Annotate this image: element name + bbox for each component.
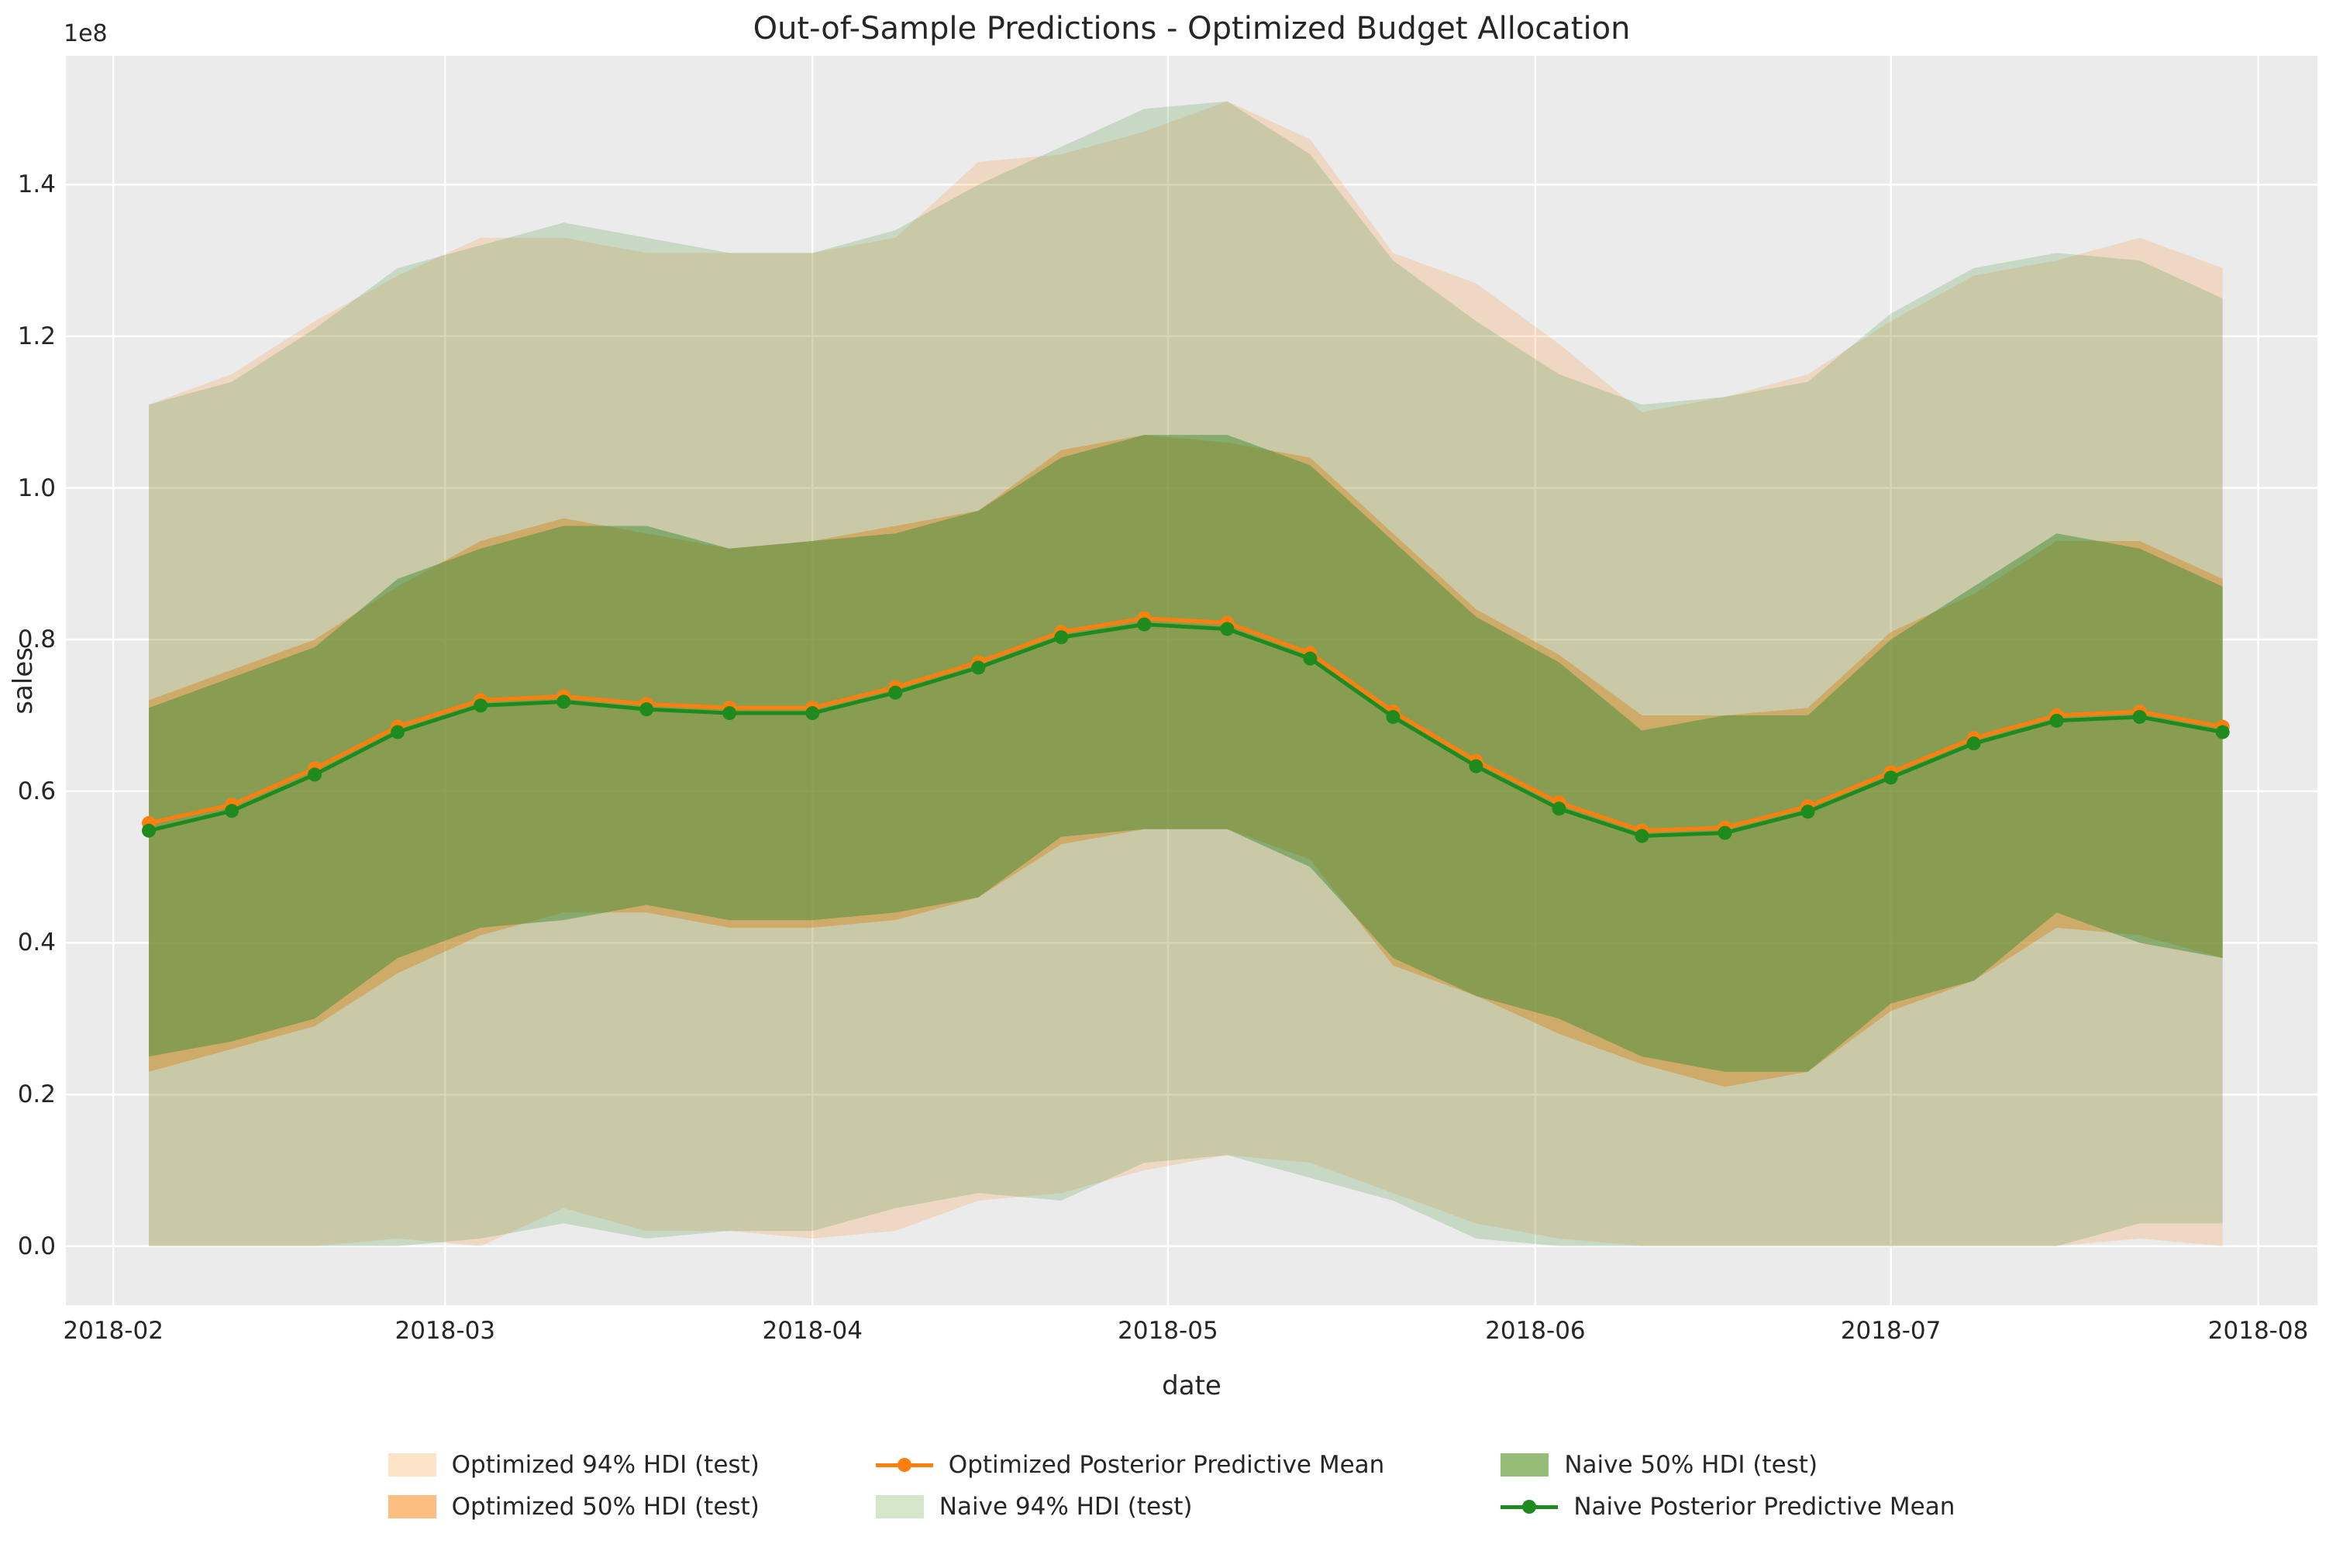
legend-label: Optimized 94% HDI (test) [451, 1451, 760, 1479]
marker [1303, 651, 1318, 666]
chart-canvas [66, 56, 2317, 1305]
legend-patch-swatch [875, 1495, 924, 1518]
marker [1635, 829, 1649, 843]
legend-item-naive-50-hdi-test-: Naive 50% HDI (test) [1501, 1451, 1955, 1479]
y-tick-label: 1.4 [17, 171, 56, 199]
y-tick-label: 0.6 [17, 777, 56, 805]
x-tick-label: 2018-03 [395, 1317, 496, 1345]
y-tick-label: 0.8 [17, 625, 56, 654]
legend-grid: Optimized 94% HDI (test) Optimized 50% HD… [388, 1451, 1955, 1521]
legend-item-optimized-posterior-predictive-mean: Optimized Posterior Predictive Mean [875, 1451, 1385, 1479]
marker [2215, 725, 2230, 739]
legend-label: Naive Posterior Predictive Mean [1573, 1493, 1955, 1521]
y-tick-label: 0.2 [17, 1080, 56, 1109]
marker [1552, 801, 1566, 816]
x-tick-label: 2018-06 [1485, 1317, 1586, 1345]
y-axis-label: sales [8, 646, 39, 715]
legend-label: Optimized Posterior Predictive Mean [948, 1451, 1385, 1479]
legend-line-swatch [1501, 1495, 1559, 1518]
x-tick-label: 2018-02 [63, 1317, 164, 1345]
marker [142, 823, 157, 838]
legend-line-swatch [875, 1453, 933, 1477]
legend-patch-swatch [388, 1453, 436, 1477]
marker [225, 804, 239, 818]
legend-patch-swatch [1501, 1453, 1549, 1477]
legend-item-naive-posterior-predictive-mean: Naive Posterior Predictive Mean [1501, 1493, 1955, 1521]
marker [2049, 713, 2064, 728]
marker [722, 706, 737, 721]
marker [391, 725, 405, 739]
chart-title: Out-of-Sample Predictions - Optimized Bu… [753, 11, 1631, 47]
band-naive-50-hdi-test- [149, 435, 2223, 1072]
legend-label: Naive 50% HDI (test) [1564, 1451, 1818, 1479]
marker [1800, 805, 1815, 819]
legend-item-naive-94-hdi-test-: Naive 94% HDI (test) [875, 1493, 1385, 1521]
optimized-posterior-predictive-mean-line [146, 616, 2225, 833]
x-tick-label: 2018-04 [762, 1317, 863, 1345]
marker [308, 767, 322, 782]
marker [2132, 709, 2147, 724]
legend-item-optimized-94-hdi-test-: Optimized 94% HDI (test) [388, 1451, 760, 1479]
marker [1883, 770, 1898, 785]
legend-label: Naive 94% HDI (test) [939, 1493, 1193, 1521]
x-tick-label: 2018-05 [1118, 1317, 1218, 1345]
marker [1718, 825, 1732, 840]
marker [639, 702, 654, 717]
marker [1054, 630, 1069, 645]
marker [1966, 736, 1981, 751]
y-axis-label-wrap: sales [8, 56, 39, 1305]
x-tick-label: 2018-07 [1840, 1317, 1942, 1345]
y-tick-label: 0.0 [17, 1232, 56, 1260]
y-axis-offset-label: 1e8 [64, 20, 108, 47]
x-axis-label: date [1162, 1370, 1221, 1401]
x-tick-label: 2018-08 [2207, 1317, 2309, 1345]
plot-area [66, 56, 2317, 1305]
marker [805, 706, 820, 721]
marker [556, 694, 571, 709]
marker [888, 685, 903, 700]
legend: Optimized 94% HDI (test) Optimized 50% HD… [0, 1451, 2343, 1521]
marker [1220, 622, 1235, 636]
marker [1386, 709, 1401, 724]
naive-posterior-predictive-mean-line [146, 622, 2225, 839]
marker [474, 698, 488, 713]
y-tick-label: 1.2 [17, 322, 56, 350]
legend-label: Optimized 50% HDI (test) [451, 1493, 760, 1521]
marker [1469, 759, 1483, 774]
legend-patch-swatch [388, 1495, 436, 1518]
y-tick-label: 0.4 [17, 929, 56, 957]
marker [971, 660, 986, 675]
y-tick-label: 1.0 [17, 474, 56, 502]
legend-item-optimized-50-hdi-test-: Optimized 50% HDI (test) [388, 1493, 760, 1521]
marker [1137, 617, 1152, 632]
